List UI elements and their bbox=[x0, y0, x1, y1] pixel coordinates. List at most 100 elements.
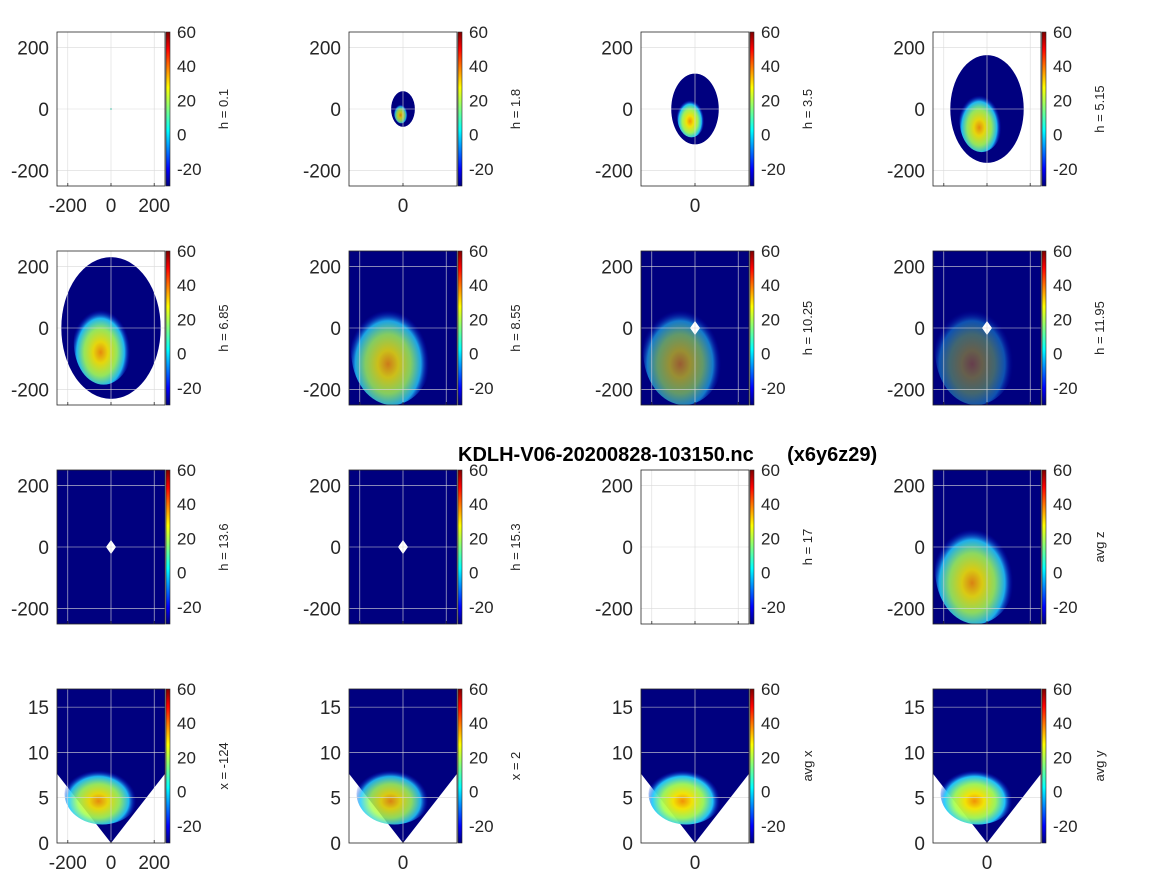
panel-label: avg x bbox=[800, 750, 815, 782]
echo-region bbox=[648, 762, 725, 825]
colorbar-tick-label: 0 bbox=[177, 126, 186, 145]
y-tick-label: 10 bbox=[612, 743, 633, 764]
colorbar-tick-label: 0 bbox=[1053, 126, 1062, 145]
colorbar-tick-label: 40 bbox=[761, 495, 780, 514]
x-tick-label: 0 bbox=[106, 853, 117, 874]
colorbar bbox=[166, 32, 170, 186]
x-tick-label: -200 bbox=[49, 853, 87, 874]
colorbar-tick-label: 0 bbox=[469, 564, 478, 583]
colorbar-tick-label: 40 bbox=[1053, 276, 1072, 295]
colorbar-tick-label: 40 bbox=[469, 714, 488, 733]
colorbar-frame bbox=[165, 250, 171, 406]
colorbar-tick-label: 0 bbox=[177, 564, 186, 583]
colorbar-tick-label: 0 bbox=[761, 783, 770, 802]
colorbar-tick-label: 60 bbox=[1053, 461, 1072, 480]
panel-label: h = 13.6 bbox=[216, 523, 231, 570]
colorbar-frame bbox=[457, 250, 463, 406]
x-tick-label: 0 bbox=[690, 853, 701, 874]
colorbar-tick-label: 60 bbox=[1053, 23, 1072, 42]
colorbar-tick-label: -20 bbox=[761, 160, 786, 179]
y-tick-label: -200 bbox=[595, 600, 633, 621]
y-tick-label: -200 bbox=[887, 162, 925, 183]
colorbar bbox=[750, 689, 754, 843]
colorbar-frame bbox=[749, 688, 755, 844]
colorbar-tick-label: 0 bbox=[1053, 345, 1062, 364]
colorbar bbox=[458, 470, 462, 624]
colorbar-tick-label: 0 bbox=[761, 345, 770, 364]
y-tick-label: 10 bbox=[904, 743, 925, 764]
colorbar-tick-label: 60 bbox=[469, 23, 488, 42]
figure-title: KDLH-V06-20200828-103150.nc (x6y6z29) bbox=[458, 444, 877, 466]
panel-16: 15 10 5 0 0 60 40 20 0 -20 avg y bbox=[904, 680, 1107, 874]
x-tick-label: 0 bbox=[398, 853, 409, 874]
colorbar-tick-label: 20 bbox=[469, 310, 488, 329]
colorbar bbox=[750, 32, 754, 186]
colorbar-tick-label: 40 bbox=[761, 276, 780, 295]
colorbar-tick-label: 20 bbox=[177, 529, 196, 548]
panel-label: h = 3.5 bbox=[800, 89, 815, 129]
x-tick-label: 0 bbox=[982, 853, 993, 874]
y-tick-label: 5 bbox=[38, 789, 49, 810]
echo-region bbox=[940, 762, 1017, 825]
colorbar bbox=[458, 689, 462, 843]
y-tick-label: 200 bbox=[309, 38, 341, 59]
panel-label: x = -124 bbox=[216, 742, 231, 789]
y-tick-label: 0 bbox=[38, 319, 49, 340]
panel-15: 15 10 5 0 0 60 40 20 0 -20 avg x bbox=[612, 680, 815, 874]
panel-label: x = 2 bbox=[508, 752, 523, 781]
y-tick-label: -200 bbox=[303, 381, 341, 402]
colorbar-tick-label: -20 bbox=[469, 598, 494, 617]
panel-label: h = 0.1 bbox=[216, 89, 231, 129]
colorbar-tick-label: -20 bbox=[1053, 379, 1078, 398]
panel-label: avg y bbox=[1092, 750, 1107, 782]
x-tick-label: 200 bbox=[138, 853, 170, 874]
y-tick-label: 5 bbox=[914, 789, 925, 810]
colorbar-frame bbox=[749, 31, 755, 187]
colorbar-tick-label: 40 bbox=[1053, 57, 1072, 76]
colorbar-tick-label: 60 bbox=[761, 242, 780, 261]
colorbar-tick-label: 60 bbox=[177, 242, 196, 261]
y-tick-label: 200 bbox=[893, 476, 925, 497]
colorbar-frame bbox=[1041, 688, 1047, 844]
colorbar-tick-label: -20 bbox=[1053, 598, 1078, 617]
colorbar-frame bbox=[1041, 31, 1047, 187]
colorbar-tick-label: 0 bbox=[761, 126, 770, 145]
colorbar-tick-label: -20 bbox=[469, 160, 494, 179]
y-tick-label: 5 bbox=[330, 789, 341, 810]
colorbar bbox=[166, 470, 170, 624]
colorbar-frame bbox=[1041, 469, 1047, 625]
colorbar-tick-label: 60 bbox=[469, 242, 488, 261]
y-tick-label: -200 bbox=[303, 162, 341, 183]
x-tick-label: 0 bbox=[690, 196, 701, 217]
panel-label: h = 5.15 bbox=[1092, 85, 1107, 132]
colorbar-tick-label: 40 bbox=[761, 714, 780, 733]
panel-label: h = 6.85 bbox=[216, 304, 231, 351]
colorbar bbox=[750, 251, 754, 405]
colorbar-frame bbox=[457, 31, 463, 187]
colorbar-tick-label: -20 bbox=[177, 598, 202, 617]
colorbar-frame bbox=[165, 469, 171, 625]
y-tick-label: -200 bbox=[595, 162, 633, 183]
colorbar bbox=[166, 689, 170, 843]
colorbar-frame bbox=[457, 469, 463, 625]
y-tick-label: 15 bbox=[904, 698, 925, 719]
colorbar-tick-label: 60 bbox=[1053, 680, 1072, 699]
y-tick-label: -200 bbox=[595, 381, 633, 402]
echo-region bbox=[394, 101, 409, 124]
colorbar-tick-label: -20 bbox=[1053, 817, 1078, 836]
y-tick-label: 0 bbox=[330, 834, 341, 855]
colorbar-tick-label: 40 bbox=[177, 495, 196, 514]
colorbar-frame bbox=[1041, 250, 1047, 406]
y-tick-label: 0 bbox=[38, 834, 49, 855]
colorbar-tick-label: 60 bbox=[177, 461, 196, 480]
echo-region bbox=[73, 299, 134, 385]
panel-label: avg z bbox=[1092, 531, 1107, 562]
colorbar-tick-label: -20 bbox=[761, 817, 786, 836]
colorbar-tick-label: 20 bbox=[1053, 310, 1072, 329]
colorbar-tick-label: -20 bbox=[177, 379, 202, 398]
